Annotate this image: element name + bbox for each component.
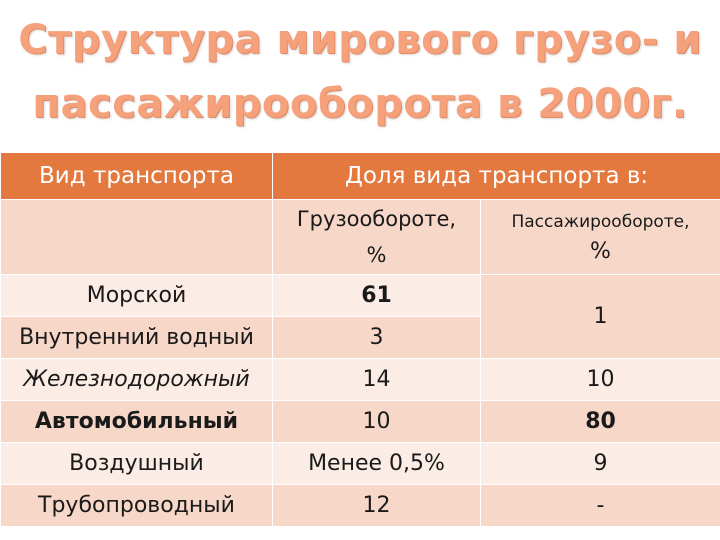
subheader-passenger: Пассажирообороте, % <box>479 199 720 275</box>
table-row: Автомобильный 10 80 <box>0 400 720 443</box>
table-header-row: Вид транспорта Доля вида транспорта в: <box>0 152 720 200</box>
slide-title: Структура мирового грузо- и пассажирообо… <box>0 0 720 150</box>
row-rail-passenger: 10 <box>479 358 720 401</box>
row-road-cargo: 10 <box>272 400 481 443</box>
row-road-name: Автомобильный <box>0 400 273 443</box>
row-air-cargo: Менее 0,5% <box>272 442 481 485</box>
table-row: Внутренний водный 3 <box>0 316 720 359</box>
subheader-cargo: Грузообороте, % <box>272 199 481 275</box>
subheader-empty-cell <box>0 199 273 275</box>
row-air-passenger: 9 <box>479 442 720 485</box>
row-inland-water-cargo: 3 <box>272 316 481 359</box>
subheader-passenger-unit: % <box>590 239 611 264</box>
table-row: Морской 61 1 <box>0 274 720 359</box>
header-transport-type: Вид транспорта <box>0 152 273 200</box>
row-road-passenger: 80 <box>479 400 720 443</box>
row-air-name: Воздушный <box>0 442 273 485</box>
slide-title-line1: Структура мирового грузо- и <box>18 17 702 63</box>
row-rail-name: Железнодорожный <box>0 358 273 401</box>
row-inland-water-name: Внутренний водный <box>0 316 273 359</box>
transport-share-table: Вид транспорта Доля вида транспорта в: Г… <box>0 152 720 527</box>
table-row: Железнодорожный 14 10 <box>0 358 720 401</box>
table-row: Воздушный Менее 0,5% 9 <box>0 442 720 485</box>
table-subheader-row: Грузообороте, % Пассажирообороте, % <box>0 199 720 275</box>
table-row: Трубопроводный 12 - <box>0 484 720 527</box>
row-rail-cargo: 14 <box>272 358 481 401</box>
subheader-passenger-label: Пассажирообороте, <box>511 212 690 232</box>
subheader-cargo-unit: % <box>366 243 387 267</box>
row-sea-name: Морской <box>0 274 273 317</box>
row-sea-passenger: 1 <box>479 274 720 359</box>
row-sea-cargo: 61 <box>272 274 481 317</box>
row-pipeline-passenger: - <box>479 484 720 527</box>
header-share: Доля вида транспорта в: <box>271 152 720 200</box>
subheader-cargo-label: Грузообороте, <box>296 207 457 231</box>
slide-title-line2: пассажирооборота в 2000г. <box>32 81 688 127</box>
row-pipeline-name: Трубопроводный <box>0 484 273 527</box>
row-pipeline-cargo: 12 <box>272 484 481 527</box>
